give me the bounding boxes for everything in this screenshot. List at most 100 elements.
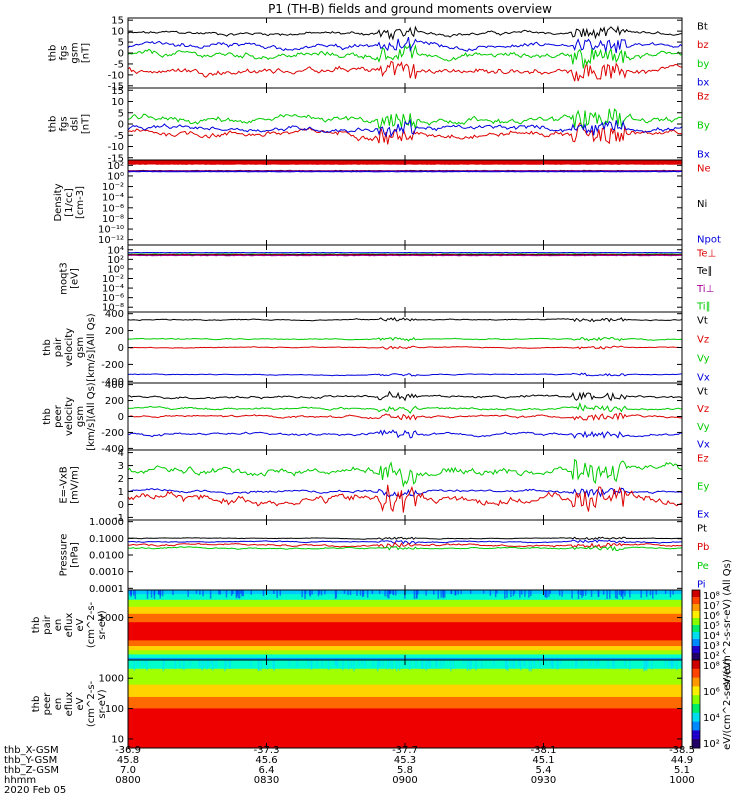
panel-data <box>128 251 682 257</box>
spectrogram-texture <box>442 590 444 597</box>
y-tick-label: 5 <box>118 38 124 49</box>
spectrogram-texture <box>237 590 240 599</box>
spectrogram-texture <box>645 590 648 597</box>
spectrogram-texture <box>129 590 132 596</box>
panel-data <box>128 25 682 82</box>
colorbar-segment <box>692 721 700 731</box>
y-tick-label: 0.0001 <box>89 584 124 595</box>
y-tick-label: 15 <box>111 86 124 97</box>
panel-frame <box>127 449 683 521</box>
spectrogram-texture <box>521 590 523 595</box>
spectrogram-texture <box>420 660 423 669</box>
spectrogram-texture <box>183 660 185 671</box>
spectrogram-texture <box>548 590 550 597</box>
y-axis-label-line: [nPa] <box>70 542 81 568</box>
x-axis-row-label: thb_Z-GSM <box>4 765 59 776</box>
spectrogram-texture <box>533 660 536 668</box>
spectrogram-texture <box>219 590 221 595</box>
spectrogram-texture <box>574 660 577 668</box>
y-axis-label-line: [km/s](All Qs) <box>86 313 97 381</box>
legend-entry: bz <box>697 40 709 51</box>
spectrogram-texture <box>590 660 593 667</box>
y-tick-label: 3 <box>118 461 124 472</box>
y-tick-label: 0 <box>118 500 124 511</box>
x-tick-label: 0800 <box>115 775 140 786</box>
y-axis-label-line: [cm-3] <box>75 186 86 219</box>
spectrogram-texture <box>179 660 181 668</box>
y-axis-label-line: en <box>53 619 64 632</box>
spectrogram-texture <box>211 660 214 671</box>
y-axis-label-line: thb <box>42 339 53 356</box>
spectrogram-texture <box>466 660 469 671</box>
y-tick-label: 10⁻⁸ <box>102 214 124 225</box>
spectrogram-texture <box>556 660 559 670</box>
y-tick-label: 10 <box>111 27 124 38</box>
spectrogram-texture <box>425 660 427 671</box>
legend-entry: bx <box>697 78 709 89</box>
y-tick-label: 10⁻⁴ <box>102 193 124 204</box>
spectrogram-texture <box>159 590 162 596</box>
spectrogram-texture <box>664 590 667 594</box>
series-line <box>128 401 682 414</box>
y-axis-label-line: moqt3 <box>59 262 70 295</box>
spectrogram-texture <box>347 660 350 670</box>
y-tick-label: 1000 <box>99 674 124 685</box>
spectrogram-texture <box>545 660 547 666</box>
y-axis-label-line: eV <box>75 618 86 631</box>
x-tick-label: 0830 <box>254 775 279 786</box>
spectrogram-texture <box>415 660 417 668</box>
x-tick-label: -37.3 <box>254 745 280 756</box>
panel-data <box>128 390 682 440</box>
series-line <box>128 539 682 545</box>
spectrogram-texture <box>376 660 379 672</box>
spectrogram-texture <box>327 660 330 671</box>
x-tick-label: 44.9 <box>671 755 693 766</box>
spectrogram-texture <box>558 590 561 596</box>
colorbar-segment <box>692 660 700 670</box>
spectrogram-texture <box>199 590 201 595</box>
spectrogram-texture <box>324 590 326 595</box>
spectrogram-texture <box>146 660 148 671</box>
x-tick-label: 6.4 <box>259 765 275 776</box>
spectrogram-texture <box>577 590 580 599</box>
panel-data <box>128 536 682 552</box>
spectrogram-texture <box>150 590 153 598</box>
colorbar-tick-label: 10⁶ <box>703 687 720 698</box>
spectrogram-texture <box>561 590 563 597</box>
y-axis-label-line: gsm <box>75 337 86 358</box>
spectrogram-band <box>128 599 682 608</box>
y-tick-label: 5 <box>118 108 124 119</box>
x-axis-row-label: thb_Y-GSM <box>4 755 57 766</box>
y-axis-label-line: eflux <box>64 692 75 717</box>
spectrogram-texture <box>505 660 507 670</box>
spectrogram-band <box>128 606 682 615</box>
legend-entry: Bt <box>697 22 708 33</box>
y-axis-label-line: thb <box>31 696 42 713</box>
spectrogram-texture <box>318 590 321 595</box>
y-tick-label: 10⁻² <box>102 274 124 285</box>
spectrogram-texture <box>413 590 416 599</box>
spectrogram-texture <box>202 590 204 597</box>
y-tick-label: -15 <box>108 153 124 164</box>
colorbar-tick-label: 10² <box>703 739 720 750</box>
spectrogram-texture <box>362 590 365 597</box>
y-axis-label-line: eflux <box>64 613 75 638</box>
colorbar-tick-label: 10⁶ <box>703 611 720 622</box>
y-tick-label: 10 <box>111 734 124 745</box>
plot-title: P1 (TH-B) fields and ground moments over… <box>268 2 552 16</box>
spectrogram-texture <box>172 590 174 596</box>
colorbar-tick-label: 10⁸ <box>703 661 720 672</box>
panel-frame <box>127 17 683 89</box>
legend-entry: Ti∥ <box>696 302 711 313</box>
legend-entry: Ez <box>697 454 709 465</box>
legend-entry: Bx <box>697 150 710 161</box>
spectrogram-texture <box>347 590 349 596</box>
y-axis-label-line: [1/cc] <box>64 188 75 217</box>
spectrogram-texture <box>225 590 228 598</box>
spectrogram-band <box>128 684 682 698</box>
spectrogram-texture <box>496 590 498 594</box>
spectrogram-texture <box>388 590 391 595</box>
y-axis-label-line: [nT] <box>81 43 92 63</box>
